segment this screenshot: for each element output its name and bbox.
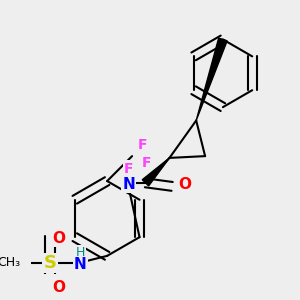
Text: O: O <box>52 280 66 296</box>
Text: CH₃: CH₃ <box>0 256 21 269</box>
Text: H: H <box>124 166 133 178</box>
Polygon shape <box>142 158 169 186</box>
Text: N: N <box>74 257 87 272</box>
Text: F: F <box>124 162 133 176</box>
Text: F: F <box>142 156 151 170</box>
Text: S: S <box>44 254 57 272</box>
Text: H: H <box>76 246 85 259</box>
Text: N: N <box>122 177 135 192</box>
Text: F: F <box>138 138 148 152</box>
Polygon shape <box>196 38 227 121</box>
Text: O: O <box>178 177 191 192</box>
Text: O: O <box>52 230 66 245</box>
